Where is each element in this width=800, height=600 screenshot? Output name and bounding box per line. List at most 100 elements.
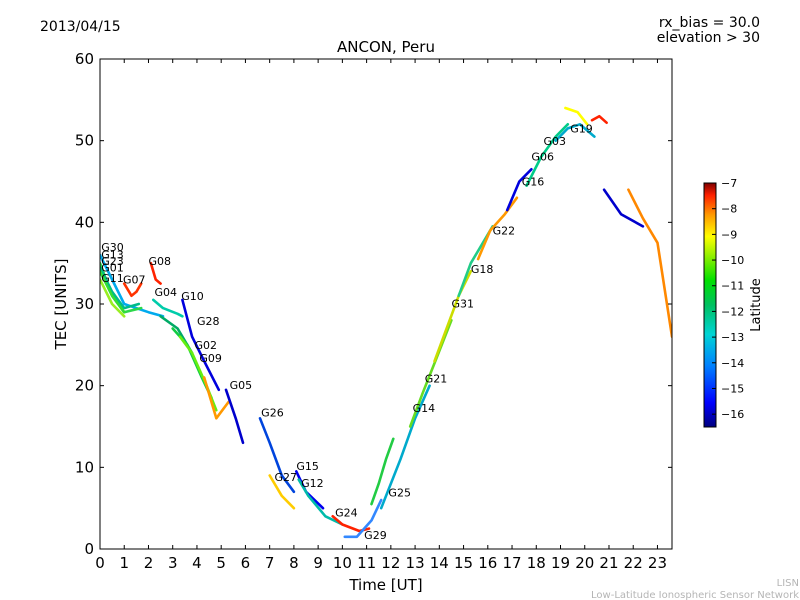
x-tick-label: 7	[265, 554, 275, 572]
prn-label-g03: G03	[544, 135, 567, 148]
y-tick-label: 60	[75, 50, 94, 68]
x-tick-label: 19	[551, 554, 570, 572]
credit-lisn: LISN	[777, 578, 799, 589]
series-g03-line	[525, 123, 570, 187]
colorbar-tick-label: −14	[721, 357, 744, 370]
prn-label-g23: G23	[101, 255, 124, 268]
prn-label-g29: G29	[364, 529, 387, 542]
prn-label-g21: G21	[425, 372, 448, 385]
x-tick-label: 18	[527, 554, 546, 572]
colorbar-tick-label: −11	[721, 280, 744, 293]
prn-label-g08: G08	[148, 255, 171, 268]
series-g27b-line	[627, 188, 672, 338]
prn-label-g10: G10	[181, 290, 204, 303]
colorbar-tick-label: −9	[721, 228, 737, 241]
x-tick-label: 3	[168, 554, 178, 572]
prn-label-g04: G04	[155, 286, 178, 299]
series-g14-line	[379, 384, 431, 510]
y-tick-label: 50	[75, 132, 94, 150]
prn-label-g06: G06	[531, 150, 554, 163]
prn-label-g12: G12	[301, 477, 324, 490]
colorbar-label: Latitude	[749, 278, 764, 332]
prn-label-g25: G25	[388, 487, 411, 500]
series-g19-line	[554, 123, 596, 142]
prn-label-g09: G09	[199, 352, 222, 365]
x-tick-label: 8	[289, 554, 299, 572]
date-label: 2013/04/15	[40, 19, 121, 35]
prn-label-g16: G16	[522, 176, 545, 189]
series-g12-line	[297, 478, 344, 526]
colorbar	[703, 182, 717, 428]
x-tick-label: 14	[430, 554, 449, 572]
prn-label-g14: G14	[413, 402, 436, 415]
x-tick-label: 21	[599, 554, 618, 572]
colorbar-tick-label: −8	[721, 203, 737, 216]
colorbar-tick-label: −10	[721, 254, 744, 267]
x-tick-label: 6	[241, 554, 251, 572]
x-tick-label: 5	[216, 554, 226, 572]
series-g05-line	[224, 388, 245, 445]
x-tick-label: 12	[381, 554, 400, 572]
colorbar-tick-label: −12	[721, 305, 744, 318]
prn-label-g15: G15	[296, 460, 319, 473]
x-tick-label: 10	[333, 554, 352, 572]
y-axis-label: TEC [UNITS]	[52, 259, 70, 351]
x-tick-label: 23	[648, 554, 667, 572]
x-tick-label: 20	[575, 554, 594, 572]
chart-title: ANCON, Peru	[337, 38, 435, 56]
prn-label-g28: G28	[197, 315, 220, 328]
rx-bias-label: rx_bias = 30.0	[659, 15, 760, 31]
series-g26-line	[258, 417, 296, 494]
series-g29-line	[343, 498, 383, 539]
x-tick-label: 9	[313, 554, 323, 572]
x-axis: 0 1 2 3 4 5 6 7 8 9 10 11 12 13 14 15 16 17 18 19 20 21 22 23	[95, 59, 667, 572]
prn-label-g22: G22	[493, 225, 516, 238]
prn-label-g26: G26	[261, 407, 284, 420]
y-axis: 0 10 20 30 40 50 60	[75, 50, 672, 558]
credit-network: Low-Latitude Ionospheric Sensor Network	[591, 590, 799, 600]
series-g25-line	[370, 437, 395, 506]
prn-label-g24: G24	[335, 506, 358, 519]
x-tick-label: 16	[478, 554, 497, 572]
series-g23-line	[100, 266, 141, 310]
x-tick-label: 1	[119, 554, 129, 572]
y-tick-label: 10	[75, 458, 94, 476]
prn-label-g02: G02	[195, 339, 218, 352]
series-g04-line	[152, 298, 184, 318]
series-g11-line	[100, 278, 126, 318]
colorbar-tick-label: −7	[721, 177, 737, 190]
y-tick-label: 0	[84, 540, 94, 558]
colorbar-ticks: −7 −8 −9 −10 −11 −12 −13 −14 −15 −16	[712, 177, 744, 421]
x-tick-label: 4	[192, 554, 202, 572]
series-g01-line	[100, 270, 126, 314]
colorbar-tick-label: −16	[721, 408, 744, 421]
x-tick-label: 22	[624, 554, 643, 572]
series-g10-line	[181, 298, 221, 392]
prn-label-g05: G05	[230, 379, 253, 392]
prn-label-g13: G13	[101, 248, 124, 261]
prn-label-g27: G27	[275, 471, 298, 484]
y-tick-label: 20	[75, 377, 94, 395]
prn-label-g18: G18	[471, 263, 494, 276]
prn-label-g07: G07	[123, 274, 146, 287]
series-g07-line	[122, 282, 143, 298]
series-g20-line	[590, 114, 608, 124]
y-tick-label: 40	[75, 213, 94, 231]
x-axis-label: Time [UT]	[348, 576, 422, 594]
x-tick-label: 0	[95, 554, 105, 572]
x-tick-label: 11	[357, 554, 376, 572]
colorbar-tick-label: −13	[721, 331, 744, 344]
series-g17-line	[602, 188, 645, 228]
x-tick-label: 2	[144, 554, 154, 572]
series-g16-line	[505, 168, 533, 212]
prn-label-g31: G31	[451, 297, 474, 310]
elevation-label: elevation > 30	[657, 30, 760, 46]
prn-label-g11: G11	[101, 272, 124, 285]
x-tick-label: 15	[454, 554, 473, 572]
prn-label-g01: G01	[101, 261, 124, 274]
x-tick-label: 17	[502, 554, 521, 572]
series-g31-line	[433, 270, 473, 363]
colorbar-tick-label: −15	[721, 382, 744, 395]
